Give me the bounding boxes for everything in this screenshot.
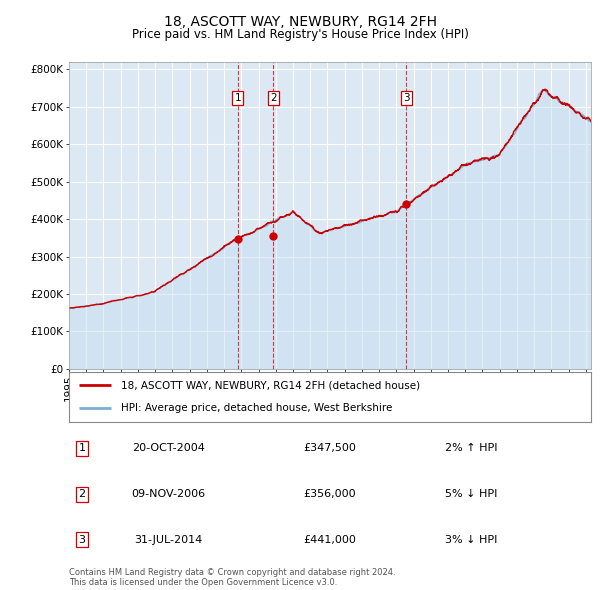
- Text: 1: 1: [79, 443, 86, 453]
- Text: 3: 3: [79, 535, 86, 545]
- Text: £356,000: £356,000: [304, 489, 356, 499]
- Text: HPI: Average price, detached house, West Berkshire: HPI: Average price, detached house, West…: [121, 404, 392, 414]
- Text: £441,000: £441,000: [304, 535, 356, 545]
- Text: 2: 2: [270, 93, 277, 103]
- Text: 3: 3: [403, 93, 410, 103]
- Text: 3% ↓ HPI: 3% ↓ HPI: [445, 535, 497, 545]
- Text: 18, ASCOTT WAY, NEWBURY, RG14 2FH (detached house): 18, ASCOTT WAY, NEWBURY, RG14 2FH (detac…: [121, 380, 421, 390]
- Text: Contains HM Land Registry data © Crown copyright and database right 2024.
This d: Contains HM Land Registry data © Crown c…: [69, 568, 395, 587]
- Text: 1: 1: [235, 93, 241, 103]
- Text: 09-NOV-2006: 09-NOV-2006: [131, 489, 205, 499]
- Text: 5% ↓ HPI: 5% ↓ HPI: [445, 489, 497, 499]
- Text: £347,500: £347,500: [304, 443, 356, 453]
- Text: 31-JUL-2014: 31-JUL-2014: [134, 535, 202, 545]
- Text: 2: 2: [79, 489, 86, 499]
- Text: 2% ↑ HPI: 2% ↑ HPI: [445, 443, 497, 453]
- Text: 20-OCT-2004: 20-OCT-2004: [132, 443, 205, 453]
- Text: Price paid vs. HM Land Registry's House Price Index (HPI): Price paid vs. HM Land Registry's House …: [131, 28, 469, 41]
- Text: 18, ASCOTT WAY, NEWBURY, RG14 2FH: 18, ASCOTT WAY, NEWBURY, RG14 2FH: [163, 15, 437, 29]
